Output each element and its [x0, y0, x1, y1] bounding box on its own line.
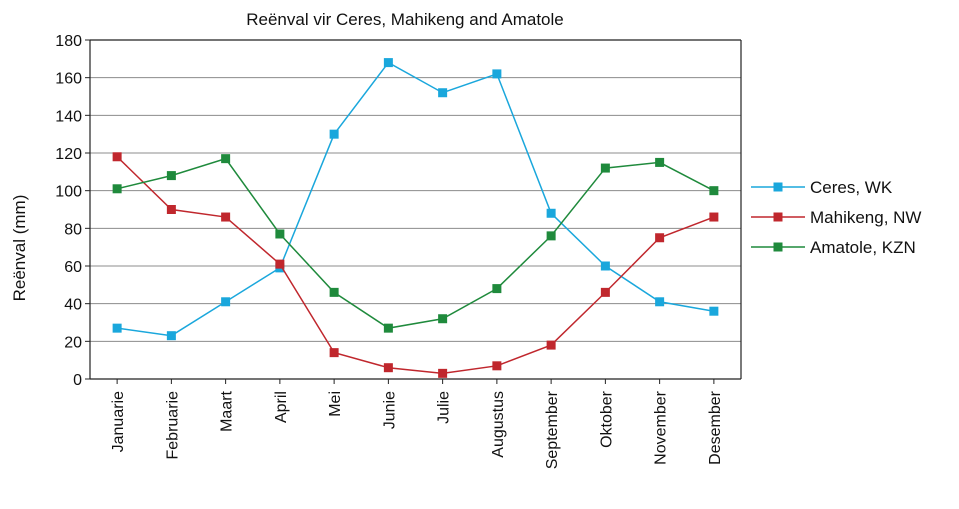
y-axis-ticks: 0 20 40 60 80 100 120 140 160 180 — [55, 33, 90, 389]
data-point — [383, 58, 393, 68]
series-1 — [112, 152, 719, 378]
data-point — [492, 69, 502, 79]
data-point — [275, 229, 285, 239]
legend-item-0: Ceres, WK — [751, 178, 893, 197]
x-tick-label: Junie — [381, 391, 398, 429]
data-point — [546, 208, 556, 218]
data-point — [546, 340, 556, 350]
x-tick-label: September — [544, 390, 561, 469]
data-point — [329, 129, 339, 139]
data-point — [166, 331, 176, 341]
data-point — [655, 157, 665, 167]
legend-label: Mahikeng, NW — [810, 208, 921, 227]
data-point — [655, 233, 665, 243]
data-point — [329, 287, 339, 297]
data-point — [709, 186, 719, 196]
y-tick-label: 20 — [64, 334, 82, 351]
series-2 — [112, 154, 719, 333]
data-point — [166, 205, 176, 214]
legend-item-2: Amatole, KZN — [751, 238, 916, 257]
x-tick-label: November — [653, 390, 670, 464]
data-point — [600, 287, 610, 297]
data-point — [492, 284, 502, 294]
legend-marker — [773, 212, 783, 222]
x-tick-label: Oktober — [598, 390, 615, 448]
y-tick-label: 140 — [55, 108, 82, 125]
data-point — [600, 261, 610, 271]
data-point — [112, 184, 122, 194]
series-group — [112, 58, 719, 378]
x-tick-label: Maart — [219, 390, 236, 431]
data-point — [709, 306, 719, 316]
data-point — [329, 348, 339, 358]
data-point — [383, 363, 393, 373]
x-tick-label: Desember — [707, 390, 724, 464]
data-point — [166, 171, 176, 181]
y-axis-label: Reënval (mm) — [10, 195, 29, 302]
grid-lines — [90, 39, 741, 342]
data-point — [383, 323, 393, 333]
data-point — [438, 314, 448, 324]
x-axis-ticks: Januarie Februarie Maart April Mei Junie Julie… — [110, 379, 724, 469]
legend-marker — [773, 182, 783, 192]
y-tick-label: 180 — [55, 33, 82, 50]
x-tick-label: Januarie — [110, 391, 127, 452]
axes — [89, 39, 742, 380]
x-tick-label: April — [273, 391, 290, 423]
data-point — [546, 231, 556, 241]
legend-label: Ceres, WK — [810, 178, 893, 197]
data-point — [221, 154, 231, 164]
legend: Ceres, WK Mahikeng, NW Amatole, KZN — [751, 178, 921, 257]
series-line — [116, 156, 715, 375]
y-tick-label: 120 — [55, 146, 82, 163]
y-tick-label: 60 — [64, 259, 82, 276]
data-point — [438, 88, 448, 98]
chart-title: Reënval vir Ceres, Mahikeng and Amatole — [246, 10, 564, 29]
data-point — [112, 152, 122, 162]
data-point — [655, 297, 665, 307]
data-point — [112, 323, 122, 333]
data-point — [221, 297, 231, 307]
y-tick-label: 0 — [73, 372, 82, 389]
series-line — [116, 157, 715, 329]
y-tick-label: 40 — [64, 297, 82, 314]
data-point — [600, 163, 610, 173]
legend-item-1: Mahikeng, NW — [751, 208, 921, 227]
legend-marker — [773, 242, 783, 252]
x-tick-label: Mei — [327, 391, 344, 417]
x-tick-label: Februarie — [164, 391, 181, 460]
y-tick-label: 80 — [64, 221, 82, 238]
data-point — [709, 212, 719, 222]
x-tick-label: Julie — [436, 391, 453, 424]
series-line — [117, 61, 715, 337]
data-point — [438, 368, 448, 378]
legend-label: Amatole, KZN — [810, 238, 916, 257]
y-tick-label: 100 — [55, 184, 82, 201]
y-tick-label: 160 — [55, 71, 82, 88]
data-point — [275, 259, 285, 269]
data-point — [492, 361, 502, 371]
x-tick-label: Augustus — [490, 391, 507, 458]
data-point — [221, 212, 231, 222]
series-0 — [112, 58, 719, 341]
